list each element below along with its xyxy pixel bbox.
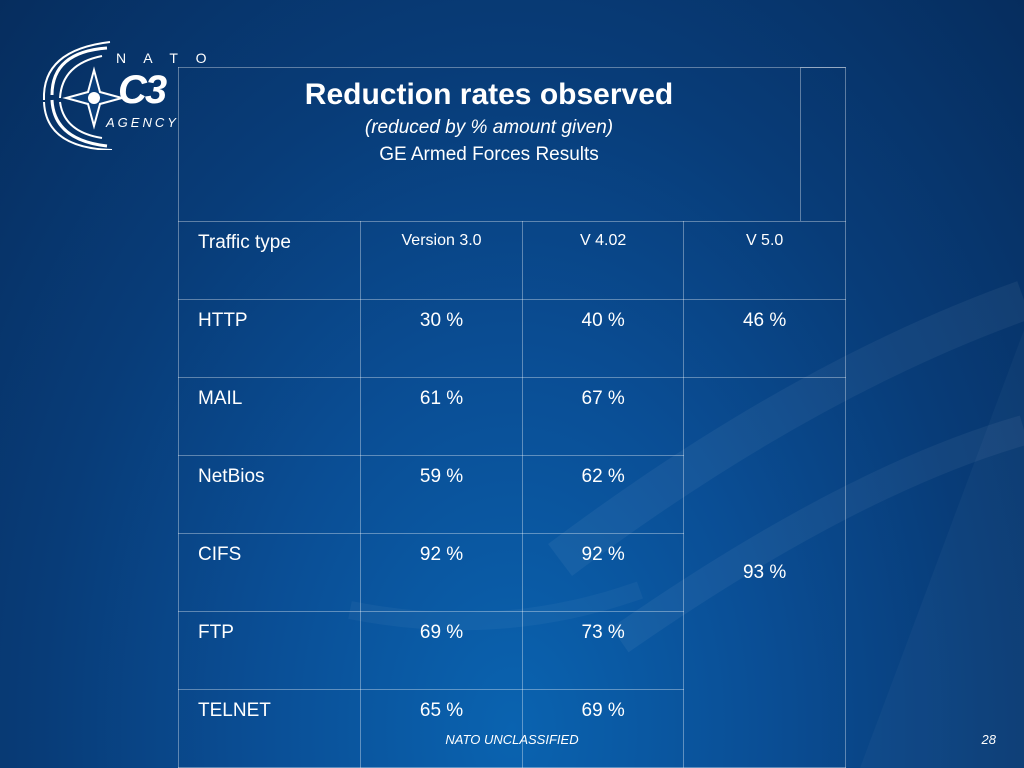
row-v402-value: 40 % (522, 299, 685, 378)
row-v30-value: 61 % (359, 377, 524, 456)
slide-title: Reduction rates observed (304, 78, 674, 111)
row-v402-value: 69 % (522, 689, 685, 768)
row-v30-value: 69 % (359, 611, 524, 690)
slide-subtitle: (reduced by % amount given) (364, 117, 614, 138)
reduction-rates-table: Traffic type Version 3.0 V 4.02 V 5.0 HT… (178, 221, 846, 768)
row-v402-value: 62 % (522, 455, 685, 534)
table-header-row: Traffic type Version 3.0 V 4.02 V 5.0 (178, 221, 846, 300)
table-row: NetBios 59 % 62 % (178, 455, 846, 534)
merged-v50-value: 93 % (683, 377, 846, 768)
title-border-left (178, 67, 179, 221)
row-v30-value: 92 % (359, 533, 524, 612)
row-v30-value: 30 % (359, 299, 524, 378)
row-traffic-type: FTP (178, 611, 361, 690)
classification-footer: NATO UNCLASSIFIED (445, 732, 579, 747)
title-side-cell (800, 67, 846, 221)
table-row: FTP 69 % 73 % (178, 611, 846, 690)
row-traffic-type: HTTP (178, 299, 361, 378)
row-v50-value: 46 % (683, 299, 846, 378)
header-version-3-0: Version 3.0 (359, 221, 524, 300)
title-border-top (178, 67, 846, 68)
logo-c3-text: C3 (118, 68, 167, 112)
row-v402-value: 92 % (522, 533, 685, 612)
table-row: MAIL 61 % 67 % 93 % (178, 377, 846, 768)
row-traffic-type: NetBios (178, 455, 361, 534)
slide-subtitle-results: GE Armed Forces Results (379, 144, 599, 165)
logo-nato-text: N A T O (116, 50, 214, 66)
row-v402-value: 73 % (522, 611, 685, 690)
logo-agency-text: AGENCY (106, 115, 179, 130)
nato-c3-agency-logo (32, 40, 202, 151)
row-v30-value: 65 % (359, 689, 524, 768)
globe-icon (42, 41, 126, 151)
row-v402-value: 67 % (522, 377, 685, 456)
row-v30-value: 59 % (359, 455, 524, 534)
header-v-4-02: V 4.02 (522, 221, 685, 300)
table-row: HTTP 30 % 40 % 46 % (178, 299, 846, 378)
header-v-5-0: V 5.0 (683, 221, 846, 300)
page-number: 28 (981, 732, 996, 747)
table-row: TELNET 65 % 69 % (178, 689, 846, 768)
row-traffic-type: MAIL (178, 377, 361, 456)
table-row: CIFS 92 % 92 % (178, 533, 846, 612)
row-traffic-type: TELNET (178, 689, 361, 768)
header-traffic-type: Traffic type (178, 221, 361, 300)
row-traffic-type: CIFS (178, 533, 361, 612)
